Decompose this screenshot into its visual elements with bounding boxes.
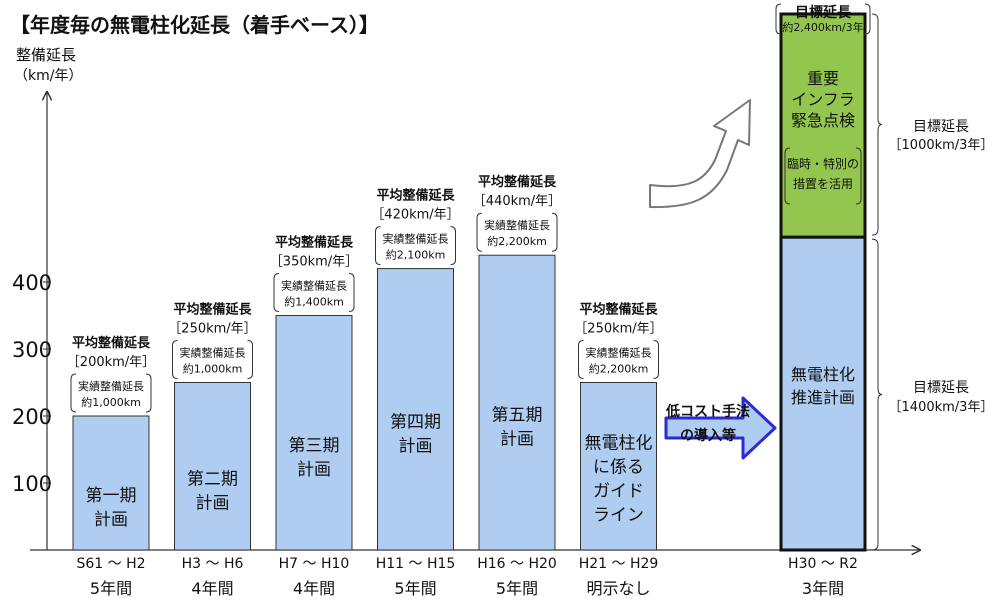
average-label: 平均整備延長 — [173, 302, 252, 318]
bar-plan-label: 計画 — [196, 493, 230, 513]
final-period-group: 無電柱化推進計画重要インフラ緊急点検臨時・特別の措置を活用目標延長約2,400k… — [775, 3, 994, 598]
actual-value: 約1,000km — [81, 395, 141, 409]
lower-brace — [871, 238, 883, 551]
x-tick-label-duration: 4年間 — [293, 579, 335, 598]
actual-bracket — [476, 212, 558, 252]
bar-plan-label: 第五期 — [492, 406, 543, 426]
x-tick-label-duration: 明示なし — [586, 579, 650, 598]
average-value: ［440km/年］ — [473, 194, 561, 209]
target-total: 約2,400km/3年 — [782, 20, 863, 34]
actual-value: 約2,100km — [386, 248, 446, 262]
x-tick-label-period: H7 ～ H10 — [279, 556, 350, 572]
x-tick-label-duration: 5年間 — [90, 579, 132, 598]
curved-up-arrow-icon — [649, 99, 751, 209]
bar-plan-label: 第三期 — [289, 436, 340, 456]
actual-value: 約1,000km — [183, 362, 243, 376]
bar-plan-label: 計画 — [297, 460, 331, 480]
bar — [377, 268, 454, 551]
final-upper-label: 緊急点検 — [791, 111, 855, 130]
bar — [478, 254, 556, 551]
x-tick-label-period: H3 ～ H6 — [182, 556, 244, 572]
bar-plan-label: 第二期 — [187, 469, 238, 489]
final-bar-upper — [779, 12, 867, 239]
actual-label: 実績整備延長 — [180, 346, 246, 360]
actual-value: 約1,400km — [284, 295, 344, 309]
average-value: ［200km/年］ — [67, 355, 155, 370]
bar-plan-label: 無電柱化 — [585, 433, 653, 453]
average-label: 平均整備延長 — [579, 302, 658, 318]
final-lower-label: 無電柱化 — [791, 365, 855, 384]
bar — [580, 382, 657, 551]
x-tick-label-period: H21 ～ H29 — [579, 556, 659, 572]
actual-label: 実績整備延長 — [78, 379, 144, 393]
target-title: 目標延長 — [795, 4, 852, 21]
actual-label: 実績整備延長 — [383, 232, 449, 246]
final-upper-note: 臨時・特別の — [787, 156, 859, 171]
y-axis-label: 整備延長 — [16, 46, 76, 64]
actual-bracket — [578, 340, 659, 379]
bar — [72, 415, 150, 551]
bar-plan-label: 計画 — [500, 430, 534, 450]
y-tick-label: 100 — [12, 472, 52, 496]
arrow-label: の導入等 — [680, 427, 736, 444]
y-tick-label: 200 — [12, 405, 52, 429]
actual-label: 実績整備延長 — [484, 218, 550, 232]
x-tick-label-duration: 5年間 — [394, 579, 436, 598]
y-tick-label: 400 — [12, 271, 52, 295]
bar — [275, 315, 353, 551]
actual-bracket — [375, 226, 456, 266]
actual-bracket — [70, 373, 152, 413]
actual-bracket — [172, 340, 253, 379]
y-tick-label: 300 — [12, 338, 52, 362]
final-upper-label: インフラ — [791, 90, 855, 109]
final-lower-label: 推進計画 — [791, 388, 855, 407]
x-tick-label-period: S61 ～ H2 — [76, 556, 145, 572]
bar-plan-label: 第一期 — [86, 486, 137, 506]
average-value: ［350km/年］ — [270, 255, 358, 270]
average-label: 平均整備延長 — [72, 335, 151, 351]
bar-plan-label: 第四期 — [390, 412, 441, 432]
lower-target-label: 目標延長 — [913, 380, 969, 396]
average-label: 平均整備延長 — [275, 235, 354, 251]
upper-target-amount: ［1000km/3年］ — [889, 138, 994, 153]
final-x-tick-duration: 3年間 — [802, 579, 844, 598]
average-value: ［250km/年］ — [574, 322, 662, 337]
actual-value: 約2,200km — [487, 234, 547, 248]
x-tick-label-duration: 4年間 — [191, 579, 233, 598]
average-label: 平均整備延長 — [376, 188, 455, 204]
average-label: 平均整備延長 — [478, 174, 557, 190]
bar-plan-label: 計画 — [94, 510, 128, 530]
x-tick-label-period: H11 ～ H15 — [376, 556, 456, 572]
actual-bracket — [273, 273, 355, 312]
final-x-tick-period: H30 ～ R2 — [788, 556, 858, 572]
upper-brace — [871, 13, 883, 236]
x-tick-label-duration: 5年間 — [496, 579, 538, 598]
bar-plan-label: 計画 — [399, 436, 433, 456]
target-bracket — [775, 3, 871, 35]
y-axis-unit: （km/年） — [14, 68, 82, 84]
chart-title: 【年度毎の無電柱化延長（着手ベース）】 — [10, 13, 379, 37]
bar — [174, 382, 251, 551]
bar-plan-label: に係る — [593, 457, 644, 477]
actual-label: 実績整備延長 — [281, 279, 347, 293]
arrow-label: 低コスト手法 — [665, 403, 750, 420]
final-note-bracket — [784, 147, 862, 205]
right-arrow-icon — [664, 396, 777, 460]
actual-value: 約2,200km — [589, 362, 649, 376]
y-tick-group: 100 200 300 400 — [12, 271, 52, 496]
bar-plan-label: ライン — [593, 505, 644, 525]
average-value: ［250km/年］ — [168, 322, 256, 337]
upper-target-label: 目標延長 — [913, 119, 969, 135]
actual-label: 実績整備延長 — [586, 346, 652, 360]
lower-target-amount: ［1400km/3年］ — [889, 400, 994, 415]
average-value: ［420km/年］ — [371, 208, 459, 223]
final-upper-label: 重要 — [807, 69, 839, 88]
final-upper-note: 措置を活用 — [793, 177, 853, 191]
bar-plan-label: ガイド — [593, 481, 644, 501]
x-tick-label-period: H16 ～ H20 — [477, 556, 557, 572]
